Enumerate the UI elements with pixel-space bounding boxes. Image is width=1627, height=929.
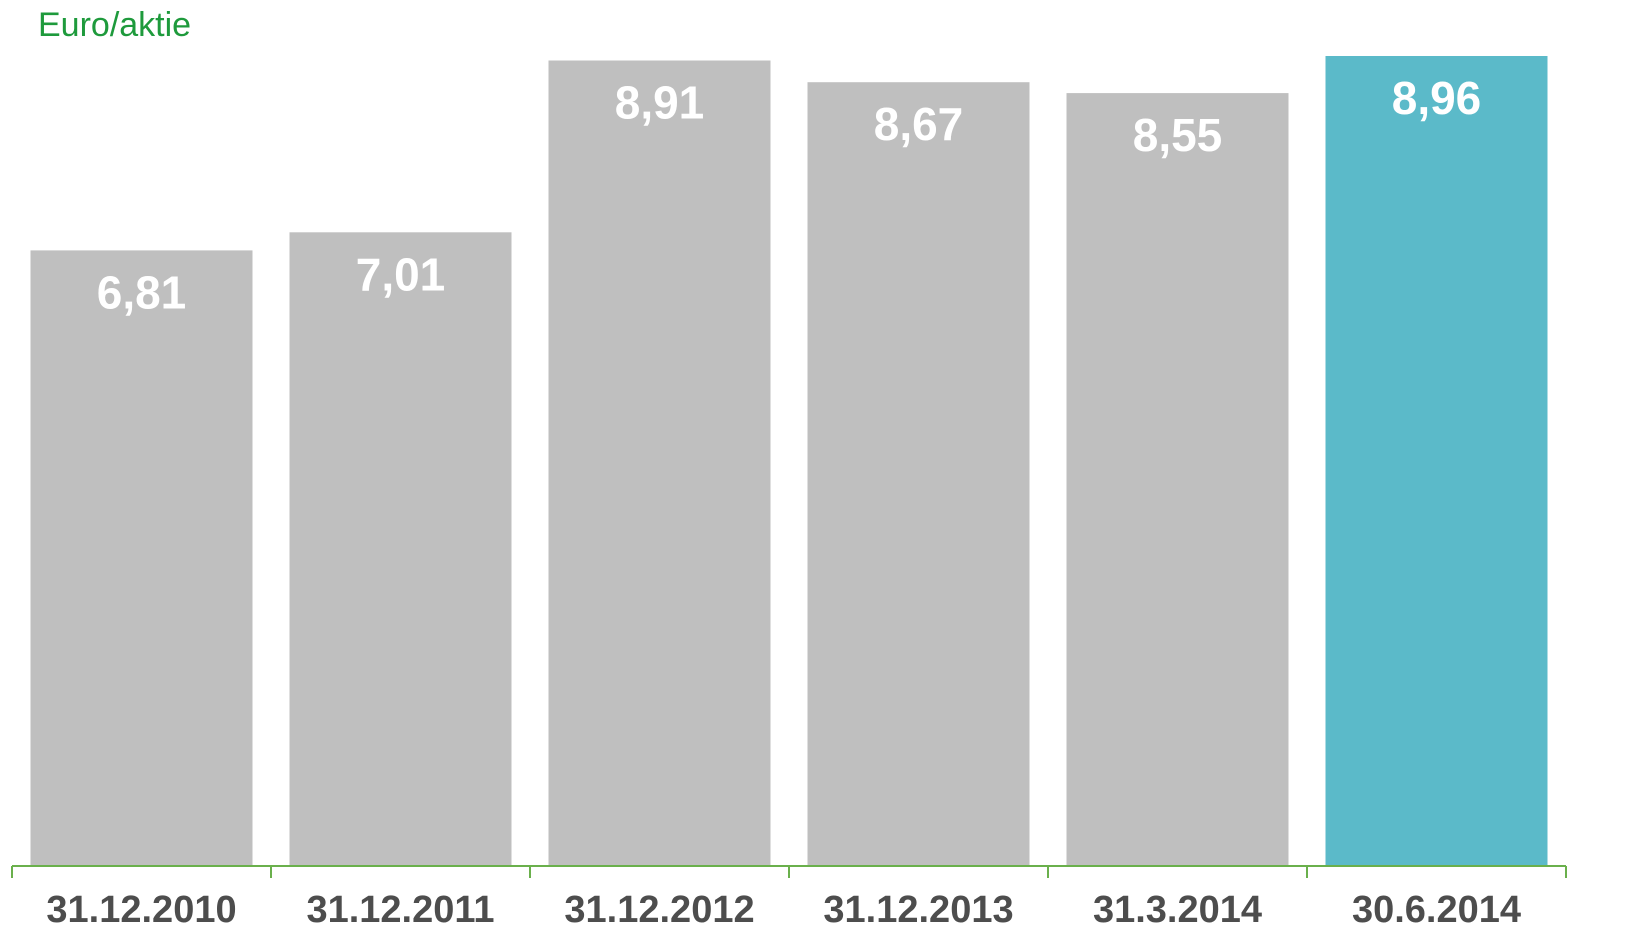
bar-3 <box>807 82 1030 866</box>
bars-group <box>30 56 1548 867</box>
x-tick-label-2: 31.12.2012 <box>564 889 754 929</box>
bar-value-label-4: 8,55 <box>1133 109 1223 161</box>
bar-value-label-0: 6,81 <box>97 266 187 318</box>
bar-value-label-1: 7,01 <box>356 248 446 300</box>
y-unit-label: Euro/aktie <box>38 6 191 44</box>
x-tick-label-4: 31.3.2014 <box>1093 889 1262 929</box>
bar-4 <box>1066 93 1289 867</box>
bar-5 <box>1325 56 1548 866</box>
bar-value-label-5: 8,96 <box>1392 72 1482 124</box>
x-tick-label-1: 31.12.2011 <box>306 889 494 929</box>
x-tick-label-5: 30.6.2014 <box>1352 889 1521 929</box>
value-labels-group: 6,81 7,01 8,91 8,67 8,55 8,96 <box>97 72 1482 318</box>
x-axis <box>11 865 1567 878</box>
bar-value-label-3: 8,67 <box>874 98 964 150</box>
x-tick-label-0: 31.12.2010 <box>46 889 236 929</box>
bar-1 <box>289 232 512 867</box>
x-tick-labels-group: 31.12.2010 31.12.2011 31.12.2012 31.12.2013… <box>46 889 1521 929</box>
bar-0 <box>30 250 253 866</box>
bar-value-label-2: 8,91 <box>615 77 705 129</box>
x-tick-label-3: 31.12.2013 <box>823 889 1013 929</box>
bar-2 <box>548 60 771 866</box>
